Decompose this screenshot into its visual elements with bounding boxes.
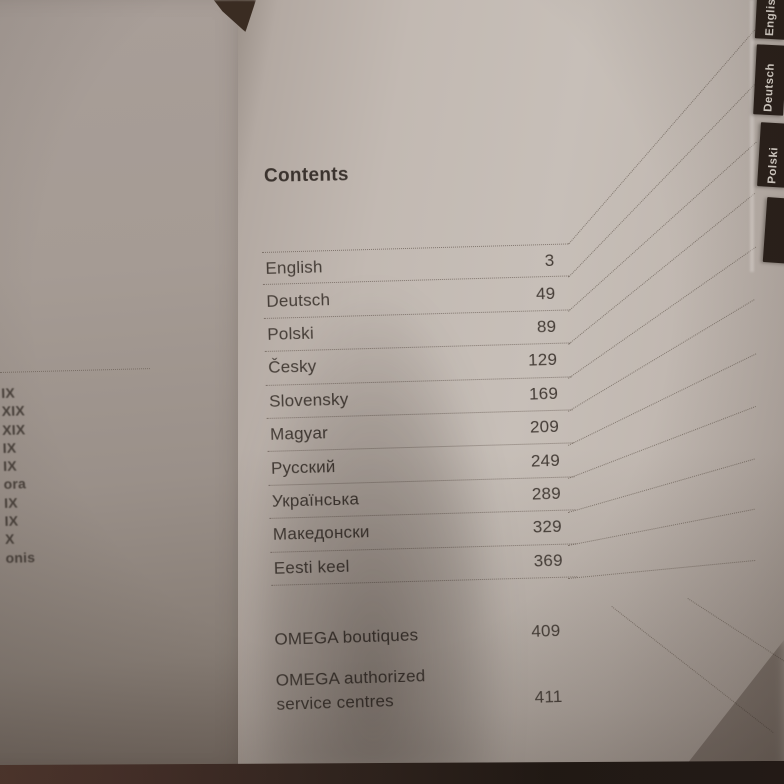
left-page-text-fragments: IX XIX XIX IX IX ora IX IX X onis: [1, 383, 35, 567]
toc-page-number: 249: [530, 450, 561, 471]
toc-page-number: 369: [533, 550, 563, 571]
toc-page-number: 209: [529, 416, 560, 437]
table-of-contents: English 3 Deutsch 49 Polski 89 Česky 129…: [262, 243, 578, 586]
toc-page-number: 129: [527, 350, 558, 370]
edge-tab-partial: [762, 197, 784, 264]
text-fragment: XIX: [1, 420, 26, 438]
extras-section: OMEGA boutiques 409 OMEGA authorized ser…: [272, 615, 567, 717]
toc-page-number: 411: [534, 686, 563, 707]
text-fragment: IX: [3, 494, 18, 511]
text-fragment: IX: [2, 439, 17, 456]
toc-label: Magyar: [269, 423, 329, 444]
page-title: Contents: [263, 164, 349, 187]
toc-page-number: 289: [531, 483, 562, 504]
toc-page-number: 49: [535, 283, 556, 303]
left-page: [0, 0, 252, 770]
toc-page-number: 409: [531, 620, 561, 641]
toc-label: Slovensky: [268, 389, 349, 411]
toc-label: OMEGA boutiques: [274, 625, 419, 649]
edge-tab-label: English: [764, 0, 779, 37]
toc-page-number: 3: [544, 250, 555, 270]
toc-label: English: [265, 257, 323, 278]
toc-label: Eesti keel: [273, 556, 350, 578]
toc-label: OMEGA authorized service centres: [275, 666, 426, 714]
table-surface: [0, 760, 784, 784]
text-fragment: XIX: [1, 402, 26, 420]
text-fragment: X: [4, 531, 15, 548]
toc-label: Deutsch: [266, 289, 331, 311]
edge-tab-english: English: [754, 0, 784, 40]
edge-tab-label: Deutsch: [762, 62, 777, 113]
page-edge-highlight: [750, 0, 754, 272]
edge-tab-label: Polski: [766, 146, 781, 185]
edge-tab-polski: Polski: [757, 122, 784, 188]
toc-row: OMEGA authorized service centres 411: [273, 660, 566, 717]
toc-label: Русский: [270, 456, 336, 478]
text-fragment: IX: [4, 512, 19, 530]
toc-page-number: 169: [528, 383, 559, 404]
toc-label: Česky: [267, 356, 317, 378]
toc-label: Українська: [271, 489, 360, 511]
edge-tab-deutsch: Deutsch: [753, 44, 784, 116]
toc-page-number: 89: [536, 316, 557, 337]
text-fragment: ora: [3, 475, 27, 493]
text-fragment: onis: [5, 548, 36, 566]
toc-label: Polski: [267, 323, 315, 344]
toc-label: Македонски: [272, 522, 370, 545]
text-fragment: IX: [1, 384, 16, 401]
toc-page-number: 329: [532, 517, 563, 537]
text-fragment: IX: [2, 457, 17, 475]
